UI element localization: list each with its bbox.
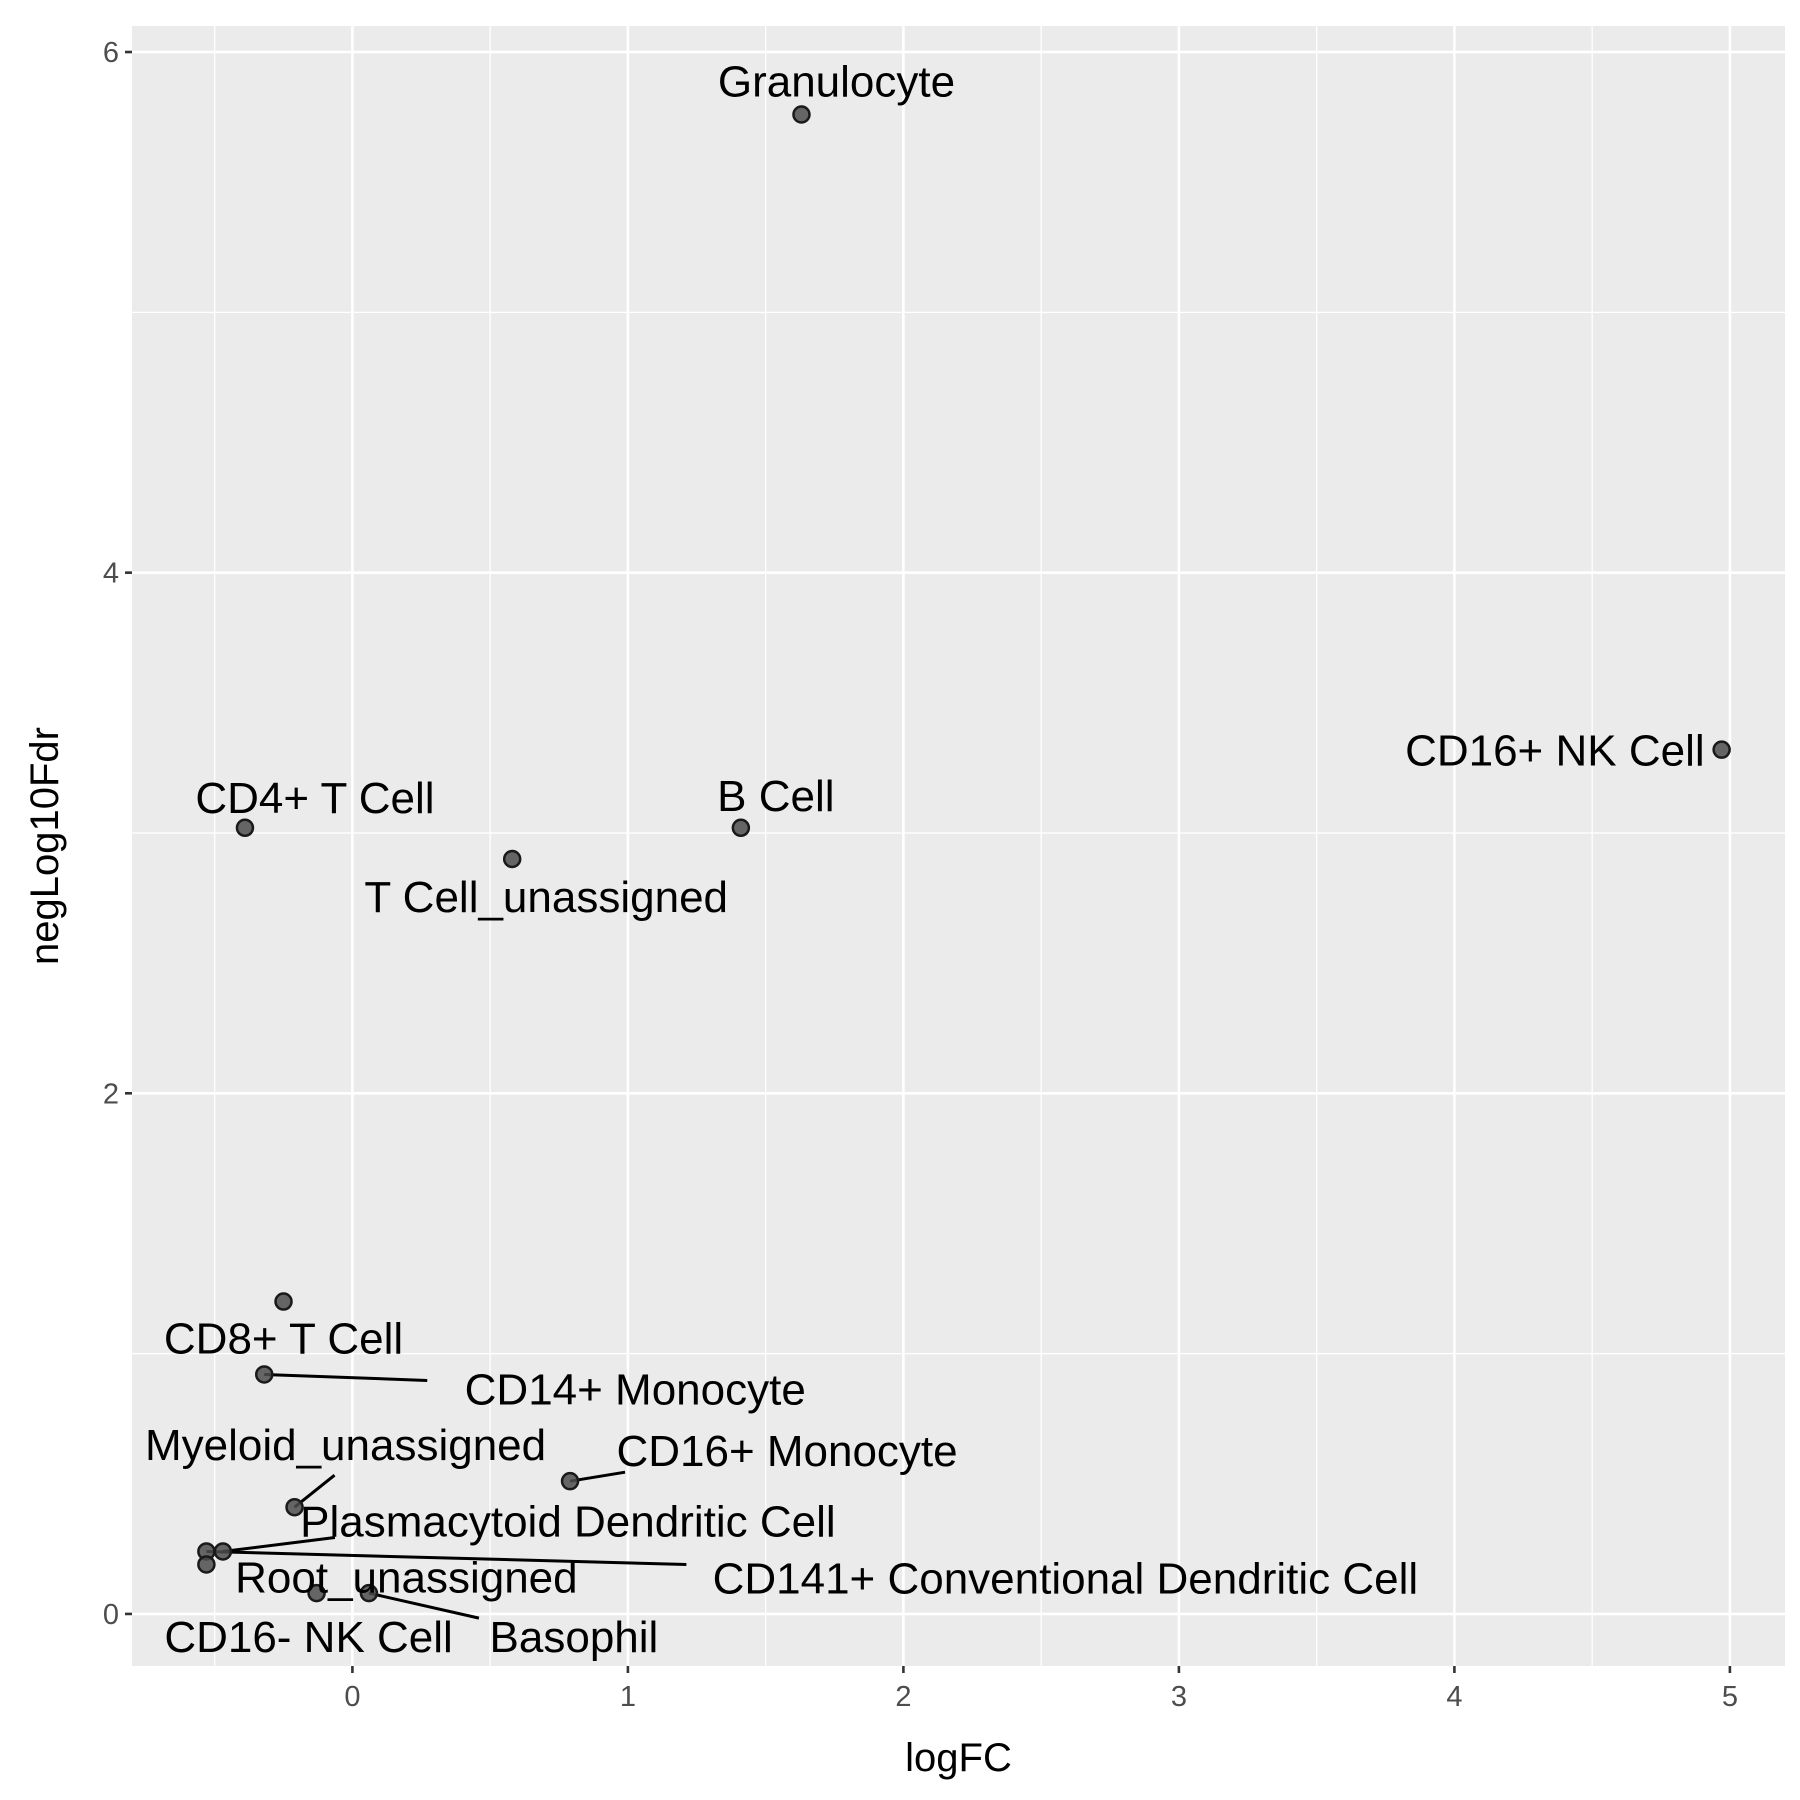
- x-axis-title: logFC: [905, 1736, 1012, 1780]
- data-point: [274, 1292, 293, 1311]
- y-tick-label: 0: [103, 1599, 119, 1631]
- y-tick-label: 6: [103, 37, 119, 69]
- point-labels: Granulocyte CD16+ NK Cell CD4+ T Cell B Cel…: [145, 58, 1705, 1663]
- leader-line: [569, 1470, 626, 1483]
- point-label: Basophil: [490, 1613, 659, 1662]
- y-tick-label: 2: [103, 1078, 119, 1110]
- point-label: T Cell_unassigned: [364, 873, 728, 922]
- point-label: Granulocyte: [718, 58, 955, 107]
- point-label: CD14+ Monocyte: [465, 1365, 806, 1414]
- data-point: [792, 105, 811, 124]
- data-point: [285, 1497, 304, 1517]
- data-point: [560, 1471, 580, 1491]
- label-leader-lines: [206, 1372, 687, 1620]
- point-label: CD141+ Conventional Dendritic Cell: [713, 1554, 1419, 1603]
- leader-line: [222, 1535, 336, 1553]
- data-point: [307, 1583, 326, 1603]
- major-gridlines: [132, 26, 1785, 1666]
- point-label: CD16+ Monocyte: [616, 1427, 957, 1476]
- minor-gridlines: [132, 26, 1785, 1666]
- x-tick-label: 3: [1171, 1681, 1187, 1713]
- leader-line: [368, 1591, 480, 1620]
- leader-line: [206, 1549, 687, 1566]
- data-point: [359, 1583, 379, 1603]
- data-point: [235, 818, 255, 838]
- data-point: [1712, 740, 1731, 759]
- data-point: [502, 849, 522, 869]
- axes: 0 1 2 3 4 5 0 2 4 6: [103, 37, 1738, 1713]
- point-label: Myeloid_unassigned: [145, 1421, 546, 1470]
- leader-line: [264, 1372, 428, 1382]
- point-label: CD16+ NK Cell: [1405, 727, 1705, 776]
- data-points: [197, 105, 1731, 1603]
- data-point: [731, 818, 751, 838]
- point-label: Root_unassigned: [235, 1553, 577, 1602]
- x-tick-label: 2: [895, 1681, 911, 1713]
- x-tick-label: 5: [1722, 1681, 1738, 1713]
- point-label: CD8+ T Cell: [164, 1315, 403, 1364]
- point-label: CD4+ T Cell: [195, 774, 434, 823]
- point-label: CD16- NK Cell: [164, 1613, 453, 1662]
- data-point: [213, 1542, 233, 1561]
- data-point: [197, 1555, 216, 1574]
- point-label: Plasmacytoid Dendritic Cell: [300, 1497, 836, 1546]
- data-point: [254, 1365, 274, 1384]
- plot-panel: [132, 26, 1785, 1666]
- point-label: B Cell: [717, 772, 834, 821]
- x-tick-label: 1: [620, 1681, 636, 1713]
- y-axis-title: negLog10Fdr: [23, 727, 67, 965]
- x-tick-label: 0: [344, 1681, 360, 1713]
- x-tick-label: 4: [1446, 1681, 1462, 1713]
- y-tick-label: 4: [103, 558, 119, 590]
